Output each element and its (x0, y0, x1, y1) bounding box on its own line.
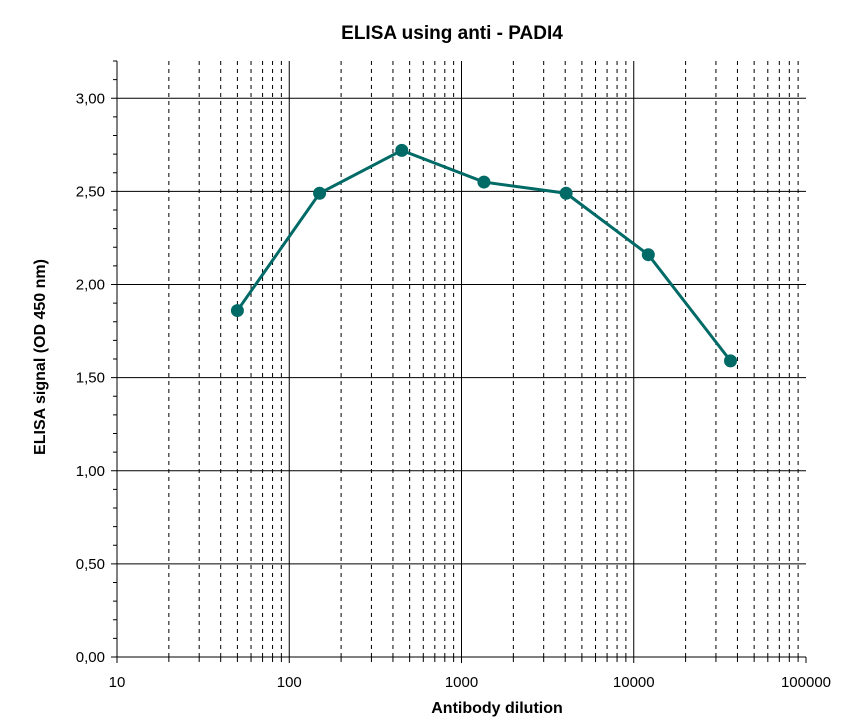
data-point (641, 248, 655, 262)
x-tick-label: 10 (109, 674, 126, 691)
x-tick-label: 100 (277, 674, 302, 691)
data-point (724, 354, 738, 368)
y-tick-label: 0,00 (76, 649, 105, 666)
x-tick-label: 1000 (445, 674, 478, 691)
x-tick-label: 10000 (613, 674, 655, 691)
x-tick-label: 100000 (781, 674, 831, 691)
x-axis-label: Antibody dilution (431, 700, 563, 717)
data-point (559, 186, 573, 200)
data-point (230, 304, 244, 318)
y-tick-label: 1,00 (76, 463, 105, 480)
y-tick-label: 2,50 (76, 183, 105, 200)
data-point (395, 143, 409, 157)
y-axis-label: ELISA signal (OD 450 nm) (32, 259, 49, 455)
data-point (313, 186, 327, 200)
data-point (477, 175, 491, 189)
y-tick-label: 2,00 (76, 277, 105, 294)
y-tick-label: 1,50 (76, 370, 105, 387)
chart-title: ELISA using anti - PADI4 (341, 23, 563, 44)
y-tick-label: 3,00 (76, 90, 105, 107)
y-tick-label: 0,50 (76, 556, 105, 573)
